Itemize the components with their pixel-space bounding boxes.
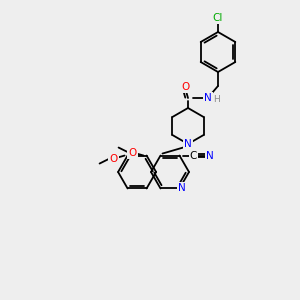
- Text: O: O: [110, 154, 118, 164]
- Text: H: H: [214, 95, 220, 104]
- Text: O: O: [182, 82, 190, 92]
- Text: Cl: Cl: [213, 13, 223, 23]
- Text: O: O: [128, 148, 137, 158]
- Text: C: C: [190, 151, 197, 160]
- Text: N: N: [204, 93, 212, 103]
- Text: N: N: [206, 151, 213, 160]
- Text: N: N: [184, 139, 192, 149]
- Text: N: N: [178, 184, 185, 194]
